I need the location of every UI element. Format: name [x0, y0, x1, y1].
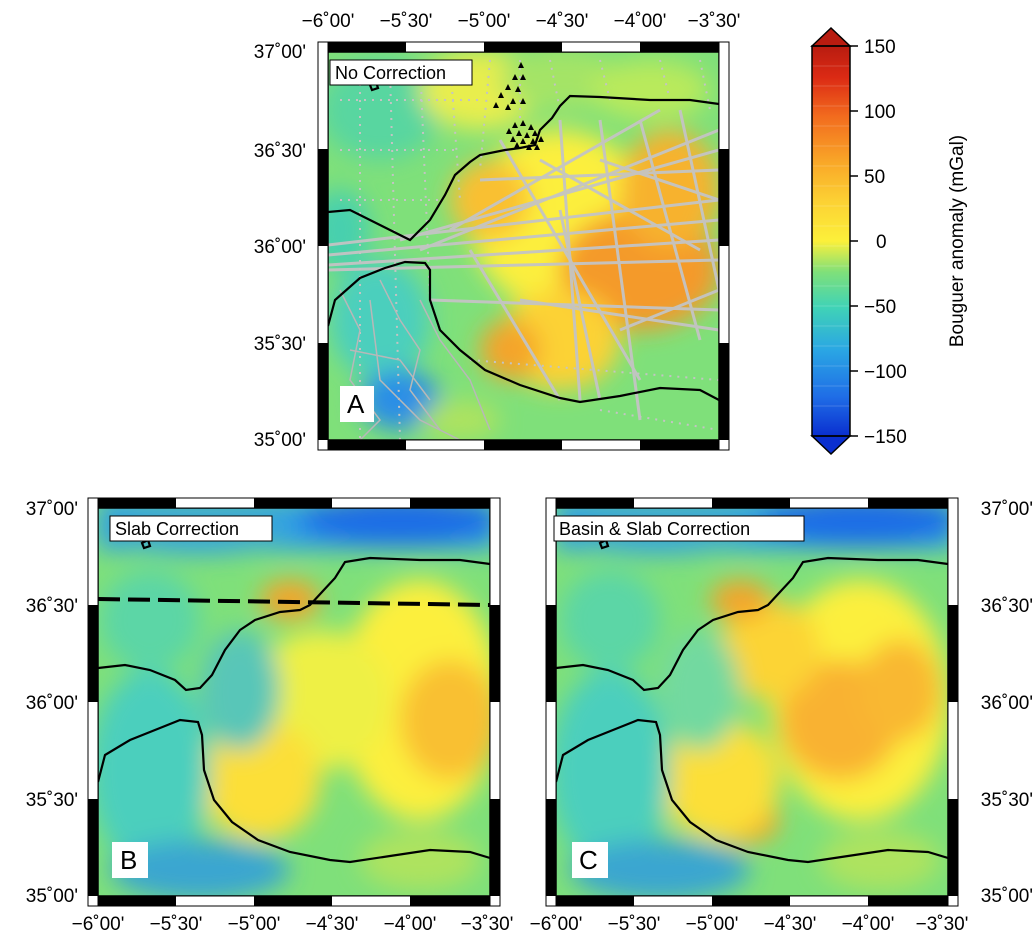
panel-b-profile-line	[98, 597, 490, 607]
panel-b-title: Slab Correction	[115, 519, 239, 539]
panel-c-lat-tick: 36˚00'	[981, 693, 1033, 714]
panel-a-title-box	[329, 59, 473, 86]
panel-c-title-box	[553, 515, 805, 542]
panel-a-title: No Correction	[335, 63, 446, 83]
panel-c-lat-tick: 35˚00'	[981, 886, 1033, 907]
panel-a: No Correction A −6˚00' −5˚30' −5˚00' −4˚…	[254, 11, 741, 451]
colorbar-top-arrow	[810, 26, 852, 47]
panel-c-lat-tick: 37˚00'	[981, 499, 1033, 520]
panel-a-map	[328, 52, 719, 440]
panel-b-lat-tick: 36˚00'	[26, 693, 78, 714]
panel-b-title-box	[109, 515, 273, 542]
panel-a-land-roads	[339, 279, 491, 440]
panel-c-lon-tick: −4˚00'	[842, 914, 895, 935]
panel-c-letter-box	[572, 842, 608, 878]
panel-c-lat-tick: 35˚30'	[981, 790, 1033, 811]
panel-a-lat-tick: 37˚00'	[254, 42, 306, 63]
panel-c: Basin & Slab Correction C −6˚00' −5˚30' …	[530, 497, 1033, 935]
panel-a-lon-tick: −5˚00'	[458, 11, 511, 32]
panel-b-map	[98, 508, 490, 896]
panel-c-map	[556, 508, 948, 896]
panel-b-frame	[87, 497, 501, 907]
panel-a-lon-tick: −5˚30'	[380, 11, 433, 32]
panel-c-frame	[545, 497, 959, 907]
colorbar-tick: −150	[864, 427, 907, 448]
colorbar-bottom-arrow	[810, 435, 852, 456]
panel-c-lon-tick: −6˚00'	[530, 914, 583, 935]
colorbar-tick: 0	[876, 232, 887, 253]
panel-b-letter-box	[112, 842, 148, 878]
panel-a-stations	[493, 62, 544, 150]
panel-b-lat-tick: 35˚30'	[26, 790, 78, 811]
panel-a-letter-box	[340, 386, 374, 422]
panel-a-lat-tick: 35˚00'	[254, 430, 306, 451]
panel-b-lon-tick: −5˚30'	[150, 914, 203, 935]
panel-a-tracks	[328, 108, 719, 421]
panel-a-dotted-tracks	[340, 59, 719, 440]
panel-c-lon-tick: −5˚00'	[686, 914, 739, 935]
panel-b-lon-tick: −4˚30'	[306, 914, 359, 935]
panel-a-lon-tick: −4˚00'	[614, 11, 667, 32]
panel-c-lat-tick: 36˚30'	[981, 596, 1033, 617]
panel-a-lon-tick: −6˚00'	[302, 11, 355, 32]
panel-c-lon-tick: −3˚30'	[916, 914, 969, 935]
colorbar-tick: −100	[864, 362, 907, 383]
panel-b-lon-tick: −6˚00'	[72, 914, 125, 935]
colorbar-tick: 100	[864, 102, 896, 123]
colorbar-tick: −50	[864, 297, 896, 318]
panel-b-lon-tick: −4˚00'	[384, 914, 437, 935]
panel-b-lat-tick: 35˚00'	[26, 886, 78, 907]
panel-b-lat-tick: 37˚00'	[26, 499, 78, 520]
colorbar-label: Bouguer anomaly (mGal)	[947, 135, 968, 347]
panel-a-lat-tick: 36˚30'	[254, 141, 306, 162]
panel-a-lon-tick: −3˚30'	[688, 11, 741, 32]
panel-a-lat-tick: 35˚30'	[254, 334, 306, 355]
colorbar-tick: 50	[864, 167, 885, 188]
panel-b-letter: B	[120, 845, 137, 875]
panel-b-lat-tick: 36˚30'	[26, 596, 78, 617]
panel-c-lon-tick: −5˚30'	[608, 914, 661, 935]
panel-b-lon-tick: −5˚00'	[228, 914, 281, 935]
panel-c-lon-tick: −4˚30'	[764, 914, 817, 935]
panel-a-frame	[317, 41, 730, 451]
panel-a-lat-tick: 36˚00'	[254, 237, 306, 258]
panel-b: Slab Correction B −6˚00' −5˚30' −5˚00' −…	[26, 497, 514, 935]
panel-a-letter: A	[347, 389, 365, 419]
colorbar: 150 100 50 0 −50 −100 −150 Bouguer anoma…	[810, 26, 968, 456]
colorbar-ramp	[812, 46, 850, 436]
colorbar-bands	[812, 65, 850, 407]
panel-c-letter: C	[579, 845, 598, 875]
panel-a-lon-tick: −4˚30'	[536, 11, 589, 32]
panel-b-lon-tick: −3˚30'	[461, 914, 514, 935]
colorbar-tick: 150	[864, 37, 896, 58]
panel-c-title: Basin & Slab Correction	[559, 519, 750, 539]
